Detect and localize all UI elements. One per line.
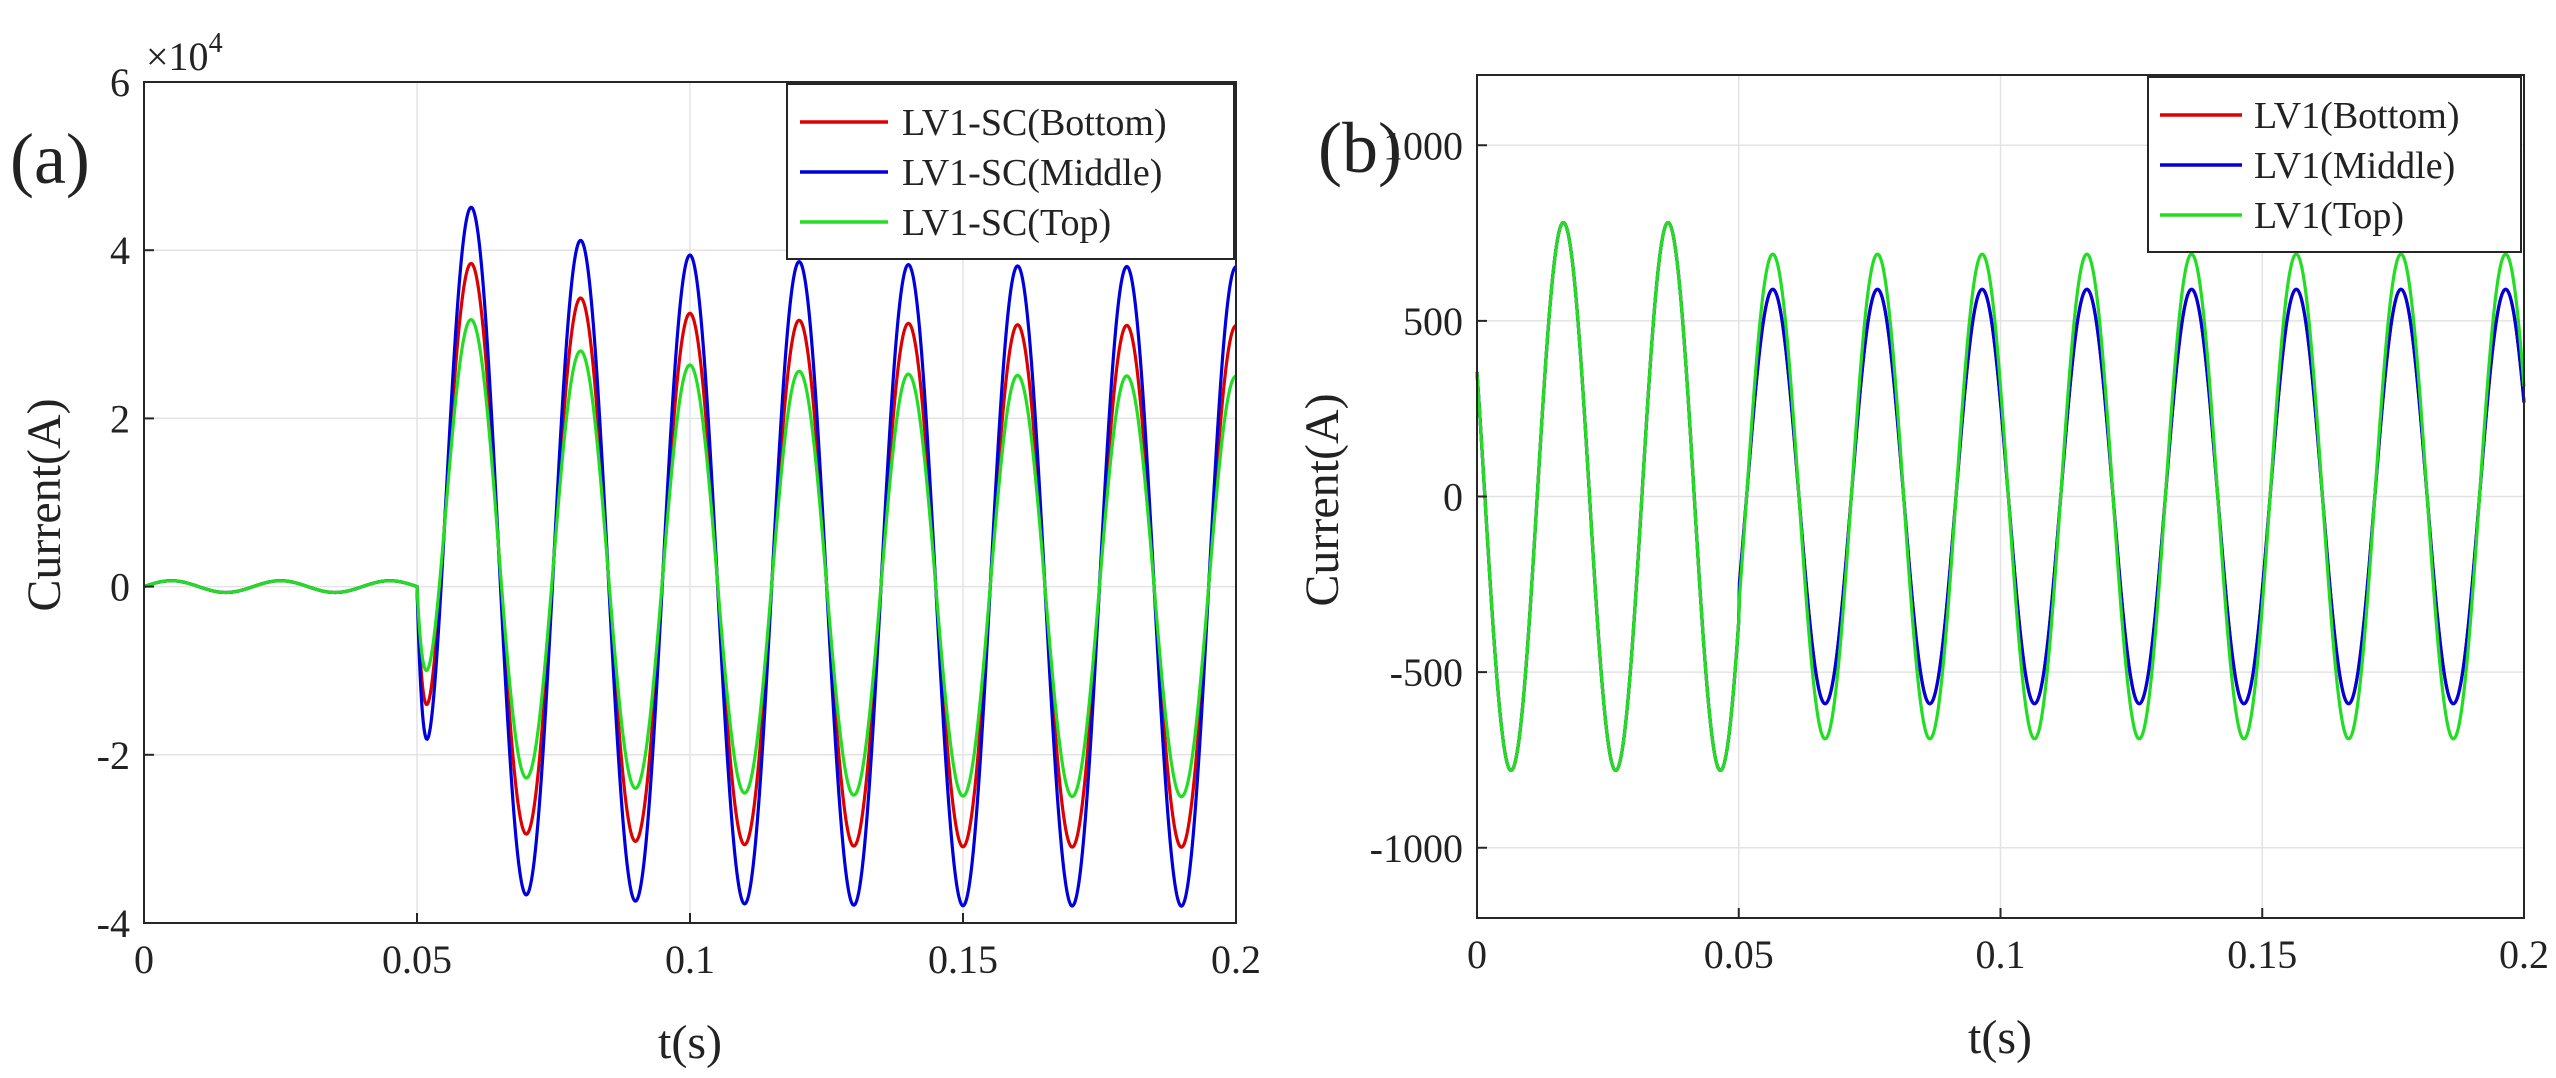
y-tick-label-b: 0: [1443, 475, 1463, 520]
y-tick-label-a: -2: [97, 733, 130, 778]
y-tick-label-b: -500: [1390, 650, 1463, 695]
panel-label-a: (a): [10, 119, 90, 199]
y-tick-label-a: 0: [110, 565, 130, 610]
legend-label-a-1: LV1-SC(Bottom): [902, 102, 1167, 144]
x-tick-label-a: 0: [134, 937, 154, 982]
series-b: [1475, 220, 2526, 773]
x-ticks-b: 0 0.05 0.1 0.15 0.2: [1467, 908, 2549, 977]
x-tick-label-a: 0.15: [928, 937, 998, 982]
legend-b: LV1(Bottom) LV1(Middle) LV1(Top): [2147, 76, 2522, 253]
y-tick-label-a: 2: [110, 396, 130, 441]
y-exponent-base-a: ×10: [146, 34, 209, 79]
y-tick-label-a: -4: [97, 901, 130, 946]
series-line-b-3: [1475, 220, 2526, 773]
x-tick-label-b: 0: [1467, 932, 1487, 977]
legend-label-a-2: LV1-SC(Middle): [902, 152, 1162, 194]
x-tick-label-a: 0.1: [665, 937, 715, 982]
legend-label-a-3: LV1-SC(Top): [902, 202, 1111, 244]
legend-label-b-1: LV1(Bottom): [2254, 95, 2460, 137]
panel-label-b: (b): [1318, 108, 1402, 188]
x-tick-label-a: 0.2: [1211, 937, 1261, 982]
x-axis-label-a: t(s): [658, 1016, 722, 1069]
legend-label-b-3: LV1(Top): [2254, 195, 2404, 237]
series-a: [143, 205, 1237, 908]
x-tick-label-a: 0.05: [382, 937, 452, 982]
x-tick-label-b: 0.2: [2499, 932, 2549, 977]
legend-label-b-2: LV1(Middle): [2254, 145, 2455, 187]
x-tick-label-b: 0.15: [2227, 932, 2297, 977]
y-axis-label-a: Current(A): [18, 398, 71, 611]
chart-b: 0 0.05 0.1 0.15 0.2 -1000 -500 0 500 1000 t(s) C…: [1296, 74, 2549, 1064]
y-tick-label-b: 1000: [1383, 123, 1463, 168]
y-tick-label-a: 4: [110, 228, 130, 273]
y-tick-label-a: 6: [110, 60, 130, 105]
x-ticks-a: 0 0.05 0.1 0.15 0.2: [134, 913, 1261, 982]
y-tick-label-b: 500: [1403, 299, 1463, 344]
y-exponent-power-a: 4: [209, 28, 223, 59]
y-ticks-a: -4 -2 0 2 4 6: [97, 60, 154, 946]
y-tick-label-b: -1000: [1370, 826, 1463, 871]
x-tick-label-b: 0.05: [1704, 932, 1774, 977]
y-exponent-a: ×104: [146, 28, 223, 79]
series-line-a-3: [143, 317, 1237, 799]
x-tick-label-b: 0.1: [1976, 932, 2026, 977]
chart-a: 0 0.05 0.1 0.15 0.2 -4 -2 0 2 4 6 t(s) Current(A)…: [10, 28, 1261, 1069]
legend-a: LV1-SC(Bottom) LV1-SC(Middle) LV1-SC(Top): [786, 83, 1235, 260]
x-axis-label-b: t(s): [1968, 1011, 2032, 1064]
y-ticks-b: -1000 -500 0 500 1000: [1370, 123, 1487, 871]
y-axis-label-b: Current(A): [1296, 393, 1349, 606]
